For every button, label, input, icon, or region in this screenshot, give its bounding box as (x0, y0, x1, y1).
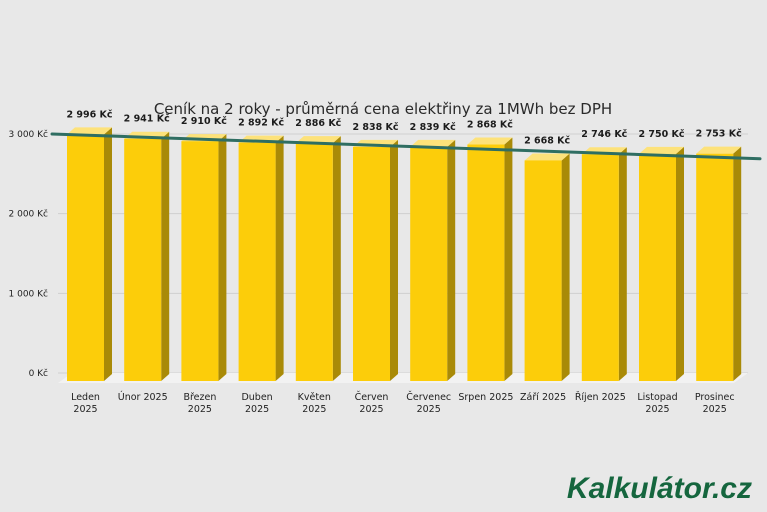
x-tick-label: Květen 2025 (298, 392, 331, 415)
chart-title: Ceník na 2 roky - průměrná cena elektřin… (154, 100, 612, 118)
chart-floor (58, 373, 748, 383)
bar (696, 146, 742, 381)
data-label: 2 941 Kč (124, 114, 170, 125)
floor-plane (58, 373, 748, 383)
data-label: 2 746 Kč (581, 129, 627, 140)
bar-side (504, 137, 513, 381)
bar-top (639, 146, 684, 154)
bar (467, 137, 513, 381)
data-label: 2 838 Kč (352, 122, 398, 133)
bar-front (410, 146, 448, 381)
bar-side (218, 134, 227, 381)
bar-side (618, 147, 627, 381)
x-tick-label: Červen 2025 (355, 391, 389, 415)
bars (67, 127, 742, 381)
trendline-path (50, 132, 762, 161)
bar (639, 146, 684, 381)
x-tick-label: Prosinec 2025 (695, 392, 735, 415)
bar-side (161, 131, 170, 381)
y-axis: 0 Kč 1 000 Kč 2 000 Kč 3 000 Kč (9, 129, 49, 379)
y-tick-label: 2 000 Kč (9, 209, 49, 220)
bar (524, 153, 570, 381)
bar (581, 147, 627, 381)
x-axis: Leden 2025 Únor 2025 Březen 2025 Duben 2025 Kvě… (71, 391, 735, 415)
x-tick-label: Srpen 2025 (458, 392, 513, 403)
x-tick-label: Listopad 2025 (637, 392, 677, 415)
x-tick-label: Duben 2025 (241, 392, 272, 415)
bar-top (467, 137, 513, 145)
data-label: 2 868 Kč (467, 120, 513, 131)
bar-side (676, 146, 684, 381)
bar-front (581, 154, 619, 381)
bar (67, 127, 112, 381)
y-tick-label: 1 000 Kč (9, 288, 49, 299)
bar-side (447, 139, 456, 381)
data-label: 2 996 Kč (66, 109, 112, 120)
bar-side (275, 135, 284, 381)
data-label: 2 839 Kč (410, 122, 456, 133)
bar-front (696, 153, 734, 381)
x-tick-label: Leden 2025 (71, 392, 100, 415)
data-label: 2 750 Kč (638, 129, 684, 140)
x-tick-label: Březen 2025 (183, 392, 216, 415)
bar-front (467, 144, 505, 381)
bar (181, 134, 227, 381)
bar-side (733, 146, 742, 381)
y-tick-label: 3 000 Kč (9, 129, 49, 140)
x-tick-label: Říjen 2025 (575, 392, 626, 403)
bar (410, 139, 456, 381)
data-labels: 2 996 Kč 2 941 Kč 2 910 Kč 2 892 Kč 2 886 Kč… (66, 109, 742, 146)
bar-front (295, 143, 333, 381)
bar (124, 131, 170, 381)
bar-top (67, 127, 112, 135)
bar-top (410, 139, 456, 147)
trendline (50, 132, 762, 161)
brand-logo-text: Kalkulátor.cz (567, 472, 752, 505)
bar (238, 135, 284, 381)
bar-top (295, 136, 341, 144)
bar-front (238, 142, 276, 381)
bar-side (390, 139, 398, 381)
y-tick-label: 0 Kč (29, 368, 48, 379)
bar-top (696, 146, 742, 154)
data-label: 2 886 Kč (295, 118, 341, 129)
data-label: 2 892 Kč (238, 118, 284, 129)
bar-front (524, 160, 562, 381)
data-label: 2 910 Kč (181, 116, 227, 127)
brand-logo: Kalkulátor.cz (567, 472, 752, 505)
bar-side (332, 136, 341, 381)
bar-side (561, 153, 570, 381)
data-label: 2 753 Kč (696, 129, 742, 140)
bar-front (124, 138, 162, 381)
bar-front (639, 153, 676, 381)
x-tick-label: Září 2025 (520, 392, 566, 403)
bar-top (524, 153, 570, 161)
bar (295, 136, 341, 381)
bar-front (181, 141, 219, 381)
bar-side (104, 127, 112, 381)
x-tick-label: Únor 2025 (118, 391, 168, 403)
data-label: 2 668 Kč (524, 135, 570, 146)
bar-front (353, 146, 390, 381)
x-tick-label: Červenec 2025 (406, 391, 451, 415)
bar (353, 139, 398, 381)
bar-front (67, 134, 104, 381)
